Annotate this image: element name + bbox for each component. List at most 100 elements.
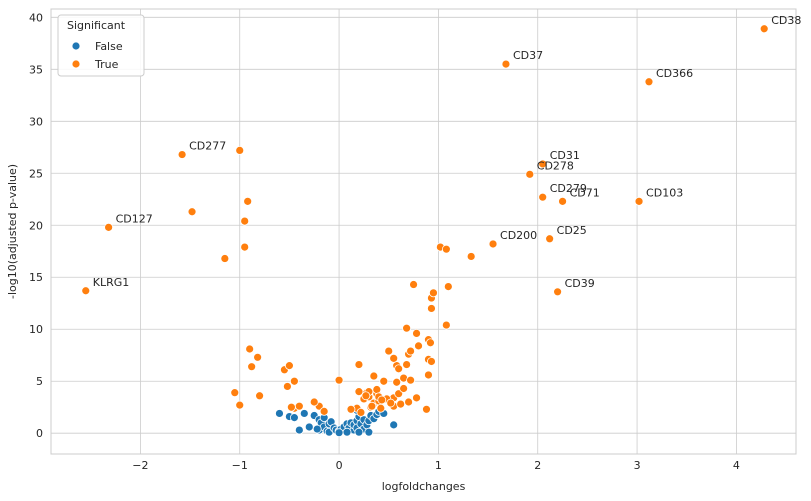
annotation-cd200: CD200 bbox=[500, 229, 537, 242]
grid-lines bbox=[51, 9, 796, 454]
x-tick-label: 1 bbox=[435, 459, 442, 472]
x-tick-label: 0 bbox=[336, 459, 343, 472]
legend-label-false: False bbox=[95, 40, 123, 53]
point-true bbox=[394, 364, 404, 374]
legend-label-true: True bbox=[94, 58, 119, 71]
y-tick-label: 5 bbox=[36, 375, 43, 388]
y-tick-label: 40 bbox=[29, 11, 43, 24]
point-true bbox=[412, 328, 421, 338]
annotation-cd39: CD39 bbox=[565, 277, 595, 290]
point-true bbox=[759, 24, 769, 34]
annotation-cd278: CD278 bbox=[537, 159, 574, 172]
y-tick-label: 20 bbox=[29, 219, 43, 232]
point-true bbox=[284, 361, 294, 371]
point-true bbox=[384, 346, 394, 356]
point-true bbox=[389, 353, 399, 363]
point-true bbox=[177, 150, 187, 159]
point-true bbox=[286, 402, 296, 412]
point-false bbox=[354, 427, 364, 437]
point-true bbox=[412, 393, 421, 403]
point-true bbox=[81, 286, 91, 296]
point-true bbox=[187, 207, 197, 217]
point-false bbox=[334, 428, 344, 438]
point-true bbox=[429, 288, 438, 298]
point-true bbox=[247, 362, 257, 372]
point-true bbox=[402, 323, 412, 333]
y-tick-label: 30 bbox=[29, 115, 43, 128]
point-true bbox=[558, 196, 567, 206]
x-axis-label: logfoldchanges bbox=[382, 480, 466, 493]
x-tick-label: −2 bbox=[132, 459, 148, 472]
annotation-cd279: CD279 bbox=[550, 182, 587, 195]
point-true bbox=[243, 196, 253, 206]
point-true bbox=[414, 341, 423, 351]
point-true bbox=[376, 403, 386, 413]
x-tick-label: 4 bbox=[733, 459, 740, 472]
point-true bbox=[538, 159, 548, 169]
point-true bbox=[441, 244, 451, 254]
annotation-cd38: CD38 bbox=[771, 14, 801, 27]
annotation-cd31: CD31 bbox=[550, 149, 580, 162]
legend-marker-true bbox=[71, 59, 81, 69]
point-true bbox=[369, 371, 379, 381]
point-true bbox=[334, 375, 344, 385]
x-axis-ticks: −2 −1 0 1 2 3 4 bbox=[132, 459, 740, 472]
point-true bbox=[235, 146, 245, 155]
point-true bbox=[404, 397, 414, 407]
point-true bbox=[466, 252, 476, 261]
point-true bbox=[104, 222, 114, 232]
y-tick-label: 10 bbox=[29, 323, 43, 336]
point-true bbox=[424, 370, 433, 380]
y-tick-label: 0 bbox=[36, 427, 43, 440]
point-true bbox=[255, 391, 265, 401]
point-true bbox=[634, 196, 644, 206]
x-tick-label: 2 bbox=[534, 459, 541, 472]
data-points bbox=[81, 24, 769, 438]
point-true bbox=[386, 398, 396, 408]
point-true bbox=[253, 352, 263, 362]
annotation-klrg1: KLRG1 bbox=[93, 276, 130, 289]
point-true bbox=[426, 338, 435, 348]
point-true bbox=[372, 385, 382, 394]
point-true bbox=[289, 376, 299, 386]
y-axis-label: -log10(adjusted p-value) bbox=[6, 164, 19, 299]
annotation-cd103: CD103 bbox=[646, 186, 683, 199]
point-true bbox=[406, 375, 415, 385]
annotation-cd127: CD127 bbox=[116, 212, 153, 225]
x-tick-label: 3 bbox=[634, 459, 641, 472]
point-false bbox=[299, 409, 309, 418]
point-true bbox=[367, 401, 377, 411]
point-true bbox=[356, 408, 366, 417]
point-true bbox=[396, 399, 406, 409]
point-true bbox=[443, 282, 453, 292]
point-false bbox=[304, 422, 314, 432]
point-true bbox=[488, 239, 498, 249]
point-true bbox=[379, 376, 389, 386]
point-true bbox=[402, 360, 412, 369]
annotation-cd366: CD366 bbox=[656, 67, 693, 80]
point-false bbox=[275, 409, 284, 418]
point-false bbox=[312, 424, 322, 434]
point-true bbox=[377, 395, 387, 405]
point-true bbox=[283, 382, 292, 391]
y-axis-ticks: 0 5 10 15 20 25 30 35 40 bbox=[29, 11, 43, 440]
annotation-cd71: CD71 bbox=[570, 186, 600, 199]
legend-box bbox=[57, 14, 145, 77]
point-true bbox=[319, 406, 329, 416]
y-tick-label: 25 bbox=[29, 167, 43, 180]
point-false bbox=[389, 420, 399, 430]
legend-marker-false bbox=[71, 41, 81, 51]
point-true bbox=[220, 254, 230, 263]
point-true bbox=[427, 304, 436, 313]
point-false bbox=[289, 413, 299, 423]
point-true bbox=[409, 280, 418, 289]
point-false bbox=[294, 425, 304, 435]
point-true bbox=[427, 357, 436, 366]
annotation-cd277: CD277 bbox=[189, 140, 226, 153]
point-true bbox=[235, 400, 245, 410]
y-tick-label: 15 bbox=[29, 271, 43, 284]
legend: Significant False True bbox=[57, 14, 145, 77]
plot-area bbox=[50, 8, 797, 455]
point-true bbox=[501, 59, 511, 69]
